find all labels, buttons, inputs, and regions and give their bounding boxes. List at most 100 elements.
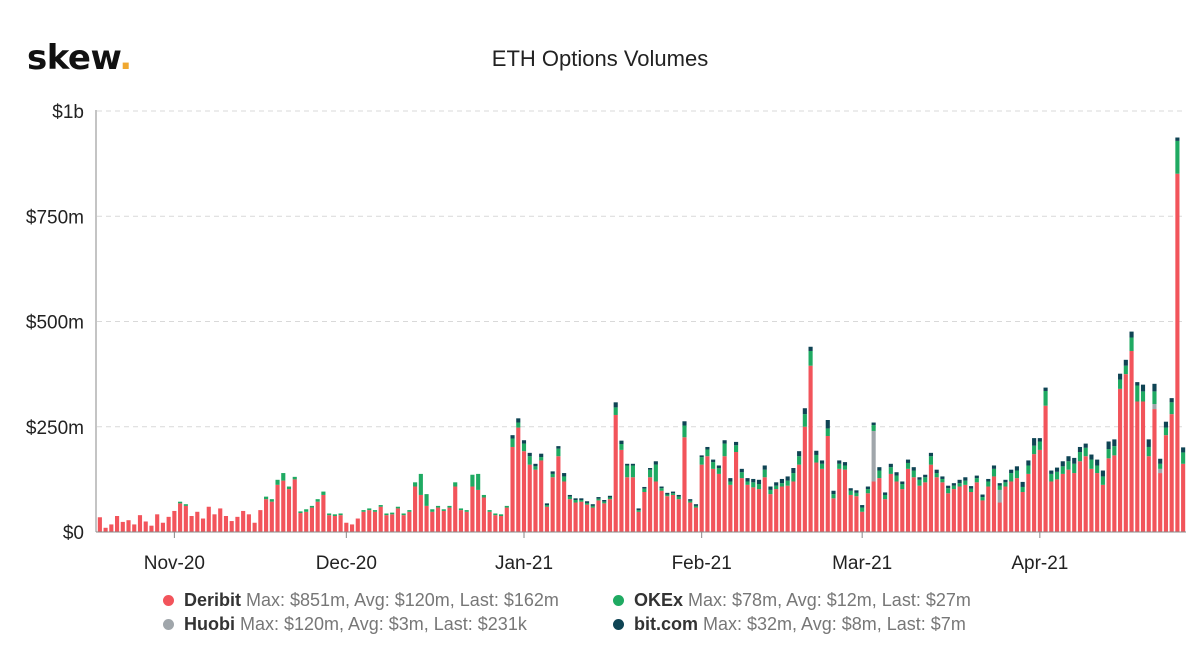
bar-deribit [103, 527, 108, 532]
bar-deribit [642, 492, 647, 532]
bar-deribit [487, 511, 492, 532]
bar-deribit [934, 477, 939, 532]
bar-okex [980, 497, 985, 501]
bar-deribit [980, 500, 985, 532]
bar-deribit [378, 506, 383, 532]
bar-okex [504, 505, 509, 508]
legend-name-huobi: Huobi [184, 613, 235, 634]
bar-bitcom [1135, 382, 1140, 386]
bar-okex [264, 496, 269, 500]
bar-bitcom [802, 408, 807, 415]
legend-item-bitcom[interactable]: bit.com Max: $32m, Avg: $8m, Last: $7m [610, 612, 966, 636]
bar-bitcom [1026, 460, 1031, 466]
bar-okex [562, 476, 567, 482]
bar-bitcom [808, 346, 813, 351]
bar-okex [957, 483, 962, 487]
bar-deribit [527, 464, 532, 532]
bar-deribit [791, 481, 796, 532]
bar-okex [974, 478, 979, 483]
bar-bitcom [848, 488, 853, 491]
bar-bitcom [923, 474, 928, 478]
bar-okex [1163, 427, 1169, 436]
bar-okex [848, 490, 853, 495]
bar-okex [464, 510, 469, 512]
bar-bitcom [539, 453, 544, 458]
bar-bitcom [969, 486, 974, 489]
bar-okex [905, 462, 911, 469]
bar-okex [825, 428, 830, 437]
bar-bitcom [1158, 458, 1163, 464]
bar-okex [860, 507, 865, 512]
legend-swatch-bitcom [613, 618, 624, 630]
bar-okex [819, 463, 825, 469]
bar-okex [413, 482, 418, 487]
legend-item-deribit[interactable]: Deribit Max: $851m, Avg: $120m, Last: $1… [160, 588, 559, 612]
bar-deribit [533, 469, 538, 532]
bar-bitcom [1112, 439, 1117, 447]
bar-okex [774, 485, 779, 490]
bar-bitcom [928, 452, 934, 457]
bar-deribit [619, 449, 624, 532]
bar-okex [688, 500, 693, 503]
bar-deribit [321, 494, 326, 532]
bar-bitcom [659, 486, 664, 489]
bar-deribit [521, 451, 527, 532]
bar-deribit [407, 511, 412, 532]
bar-deribit [206, 506, 211, 532]
bar-deribit [183, 505, 188, 532]
bar-bitcom [1129, 331, 1134, 338]
bar-okex [693, 505, 699, 508]
bar-deribit [200, 518, 206, 532]
bar-deribit [997, 502, 1002, 532]
bar-deribit [797, 464, 802, 532]
bar-okex [544, 505, 549, 507]
bar-bitcom [579, 498, 584, 500]
bar-okex [384, 513, 389, 516]
bar-okex [556, 448, 561, 457]
bar-okex [1049, 473, 1054, 482]
bar-bitcom [785, 476, 790, 481]
bar-deribit [172, 510, 177, 532]
bar-deribit [917, 485, 922, 532]
bar-bitcom [602, 500, 607, 502]
bar-deribit [636, 511, 641, 532]
bar-deribit [567, 499, 572, 532]
legend-item-okex[interactable]: OKEx Max: $78m, Avg: $12m, Last: $27m [610, 588, 971, 612]
bar-bitcom [676, 494, 681, 497]
bar-deribit [991, 476, 997, 532]
legend-stats-deribit: Max: $851m, Avg: $120m, Last: $162m [246, 589, 559, 610]
bar-deribit [155, 514, 160, 532]
bar-okex [607, 497, 613, 500]
bar-okex [625, 465, 630, 478]
bar-deribit [120, 521, 125, 532]
bar-okex [332, 514, 337, 516]
bar-okex [1089, 459, 1094, 469]
bar-deribit [745, 484, 750, 532]
bar-okex [1003, 482, 1008, 487]
bar-deribit [596, 500, 601, 532]
bar-deribit [143, 521, 148, 532]
bar-bitcom [590, 504, 595, 506]
bar-deribit [911, 477, 916, 532]
bar-bitcom [774, 482, 779, 486]
bar-okex [877, 470, 882, 479]
bar-bitcom [900, 481, 905, 485]
bar-bitcom [791, 468, 796, 474]
bar-okex [1100, 476, 1105, 485]
x-tick-label: Apr-21 [1011, 553, 1068, 574]
bar-deribit [424, 505, 429, 532]
bar-okex [1072, 463, 1077, 474]
bar-bitcom [905, 459, 911, 463]
bar-okex [1014, 470, 1019, 479]
x-tick-label: Nov-20 [144, 553, 205, 574]
bar-deribit [1100, 484, 1105, 532]
bar-deribit [481, 497, 486, 532]
bar-okex [372, 510, 378, 512]
chart-title: ETH Options Volumes [492, 46, 708, 71]
bar-deribit [115, 516, 120, 532]
bar-deribit [1089, 468, 1094, 532]
bar-bitcom [1163, 421, 1169, 428]
bar-huobi [1152, 404, 1157, 410]
legend-item-huobi[interactable]: Huobi Max: $120m, Avg: $3m, Last: $231k [160, 612, 527, 636]
bar-bitcom [974, 475, 979, 479]
